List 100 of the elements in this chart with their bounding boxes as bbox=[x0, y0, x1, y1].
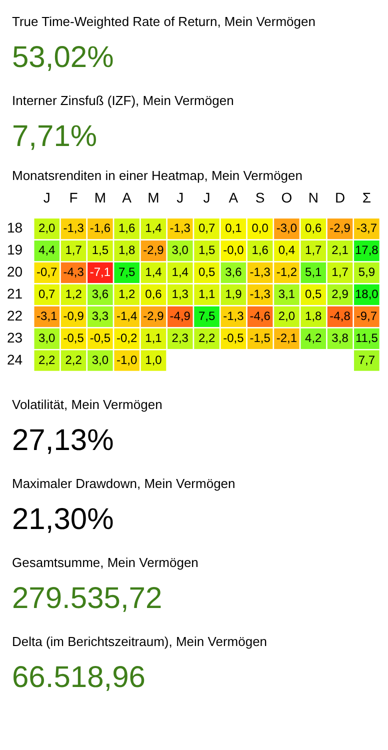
data-label: 1,1 bbox=[198, 287, 216, 302]
x-tick-label: N bbox=[308, 189, 318, 206]
data-label: -0,2 bbox=[116, 330, 138, 345]
x-tick-label: Σ bbox=[362, 189, 372, 206]
data-label: 1,5 bbox=[198, 243, 216, 258]
data-label: 0,6 bbox=[305, 221, 322, 236]
data-label: 1,7 bbox=[305, 243, 322, 258]
data-label: -1,3 bbox=[223, 308, 244, 323]
data-label: 1,2 bbox=[65, 287, 82, 302]
data-label: 0,7 bbox=[38, 287, 56, 302]
data-label: -0,5 bbox=[90, 330, 111, 345]
x-tick-label: F bbox=[69, 189, 78, 206]
data-label: 1,5 bbox=[92, 243, 109, 258]
data-label: -4,9 bbox=[170, 308, 191, 323]
data-label: 3,6 bbox=[225, 265, 242, 280]
y-tick-label: 20 bbox=[6, 264, 23, 280]
data-label: 7,7 bbox=[358, 352, 376, 367]
data-label: -3,1 bbox=[36, 308, 58, 323]
data-label: -1,5 bbox=[250, 330, 271, 345]
text: 66.518,96 bbox=[12, 661, 146, 695]
data-label: 2,0 bbox=[278, 308, 296, 323]
data-label: 1,6 bbox=[252, 243, 269, 258]
data-label: 11,5 bbox=[355, 330, 378, 345]
data-label: 3,0 bbox=[92, 352, 109, 367]
data-label: 2,0 bbox=[38, 221, 56, 236]
x-tick-label: A bbox=[122, 189, 132, 206]
data-label: 1,4 bbox=[145, 221, 162, 236]
text: 21,30% bbox=[12, 503, 115, 537]
text: Delta (im Berichtszeitraum), Mein Vermögen bbox=[12, 633, 268, 649]
data-label: -9,7 bbox=[356, 308, 378, 323]
y-tick-label: 23 bbox=[6, 330, 23, 346]
data-label: 0,4 bbox=[278, 243, 296, 258]
data-label: -1,2 bbox=[276, 265, 298, 280]
data-label: 2,1 bbox=[332, 243, 349, 258]
text: Interner Zinsfuß (IZF), Mein Vermögen bbox=[12, 92, 235, 108]
data-label: -3,7 bbox=[356, 221, 378, 236]
data-label: 0,6 bbox=[145, 287, 162, 302]
data-label: -1,3 bbox=[170, 221, 191, 236]
data-label: -1,3 bbox=[63, 221, 84, 236]
x-tick-label: D bbox=[334, 189, 346, 206]
data-label: 1,8 bbox=[305, 308, 322, 323]
data-label: 5,9 bbox=[358, 265, 376, 280]
text: True Time-Weighted Rate of Return, Mein Vermögen bbox=[12, 13, 316, 29]
data-label: -1,3 bbox=[250, 287, 271, 302]
data-label: -0,0 bbox=[223, 243, 244, 258]
data-label: 1,0 bbox=[145, 352, 162, 367]
data-label: 17,8 bbox=[354, 243, 379, 258]
text: 53,02% bbox=[12, 41, 115, 75]
data-label: 2,2 bbox=[198, 330, 216, 345]
data-label: 1,9 bbox=[225, 287, 242, 302]
data-label: -1,6 bbox=[90, 221, 111, 236]
data-label: 1,4 bbox=[145, 265, 162, 280]
text: 27,13% bbox=[12, 424, 115, 458]
x-tick-label: M bbox=[94, 189, 106, 206]
y-tick-label: 21 bbox=[6, 286, 23, 302]
data-label: -4,8 bbox=[330, 308, 351, 323]
data-label: 3,6 bbox=[92, 287, 109, 302]
x-tick-label: J bbox=[203, 189, 210, 206]
y-tick-label: 19 bbox=[6, 242, 23, 258]
y-tick-label: 24 bbox=[6, 351, 23, 368]
text: Maximaler Drawdown, Mein Vermögen bbox=[12, 475, 236, 491]
data-label: 5,1 bbox=[305, 265, 322, 280]
y-tick-label: 22 bbox=[6, 308, 23, 324]
text: Volatilität, Mein Vermögen bbox=[12, 396, 164, 412]
data-label: 2,9 bbox=[332, 287, 349, 302]
data-label: 1,4 bbox=[172, 265, 189, 280]
x-tick-label: A bbox=[228, 189, 239, 206]
data-label: 1,1 bbox=[145, 330, 162, 345]
data-label: 3,3 bbox=[92, 308, 109, 323]
data-label: 3,0 bbox=[38, 330, 56, 345]
data-label: 7,5 bbox=[118, 265, 136, 280]
text: 7,71% bbox=[12, 120, 98, 154]
x-tick-label: J bbox=[43, 189, 50, 206]
data-label: 0,7 bbox=[198, 221, 216, 236]
data-label: -0,5 bbox=[223, 330, 244, 345]
data-label: -0,5 bbox=[63, 330, 84, 345]
data-label: 3,1 bbox=[278, 287, 296, 302]
data-label: 2,3 bbox=[172, 330, 189, 345]
data-label: 3,8 bbox=[332, 330, 349, 345]
data-label: -1,3 bbox=[250, 265, 271, 280]
data-label: -1,0 bbox=[116, 352, 138, 367]
data-label: 1,7 bbox=[332, 265, 349, 280]
data-label: -3,0 bbox=[276, 221, 298, 236]
data-label: 1,8 bbox=[118, 243, 136, 258]
y-tick-label: 18 bbox=[6, 220, 23, 236]
x-tick-label: S bbox=[255, 189, 265, 206]
data-label: 4,4 bbox=[38, 243, 56, 258]
x-tick-label: O bbox=[281, 189, 292, 206]
x-tick-label: J bbox=[176, 189, 184, 206]
data-label: 0,0 bbox=[252, 221, 269, 236]
data-label: 18,0 bbox=[354, 287, 379, 302]
data-label: -2,9 bbox=[143, 308, 164, 323]
x-tick-label: M bbox=[148, 189, 160, 206]
data-label: 3,0 bbox=[172, 243, 189, 258]
data-label: -1,4 bbox=[116, 308, 138, 323]
data-label: 1,2 bbox=[118, 287, 136, 302]
text: Gesamtsumme, Mein Vermögen bbox=[12, 554, 200, 570]
data-label: 1,3 bbox=[172, 287, 189, 302]
data-label: 0,5 bbox=[305, 287, 322, 302]
data-label: 0,1 bbox=[225, 221, 242, 236]
